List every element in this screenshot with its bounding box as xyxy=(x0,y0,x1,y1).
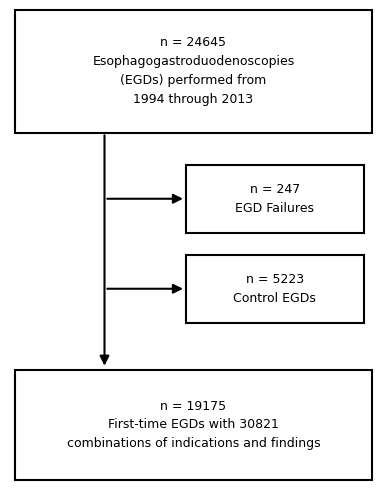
Bar xyxy=(186,255,364,322)
Text: n = 24645
Esophagogastroduodenoscopies
(EGDs) performed from
1994 through 2013: n = 24645 Esophagogastroduodenoscopies (… xyxy=(92,36,295,106)
Text: n = 247
EGD Failures: n = 247 EGD Failures xyxy=(235,182,314,215)
Bar xyxy=(15,10,372,132)
Bar xyxy=(186,165,364,232)
Text: n = 19175
First-time EGDs with 30821
combinations of indications and findings: n = 19175 First-time EGDs with 30821 com… xyxy=(67,400,320,450)
Bar xyxy=(15,370,372,480)
Text: n = 5223
Control EGDs: n = 5223 Control EGDs xyxy=(233,273,316,304)
